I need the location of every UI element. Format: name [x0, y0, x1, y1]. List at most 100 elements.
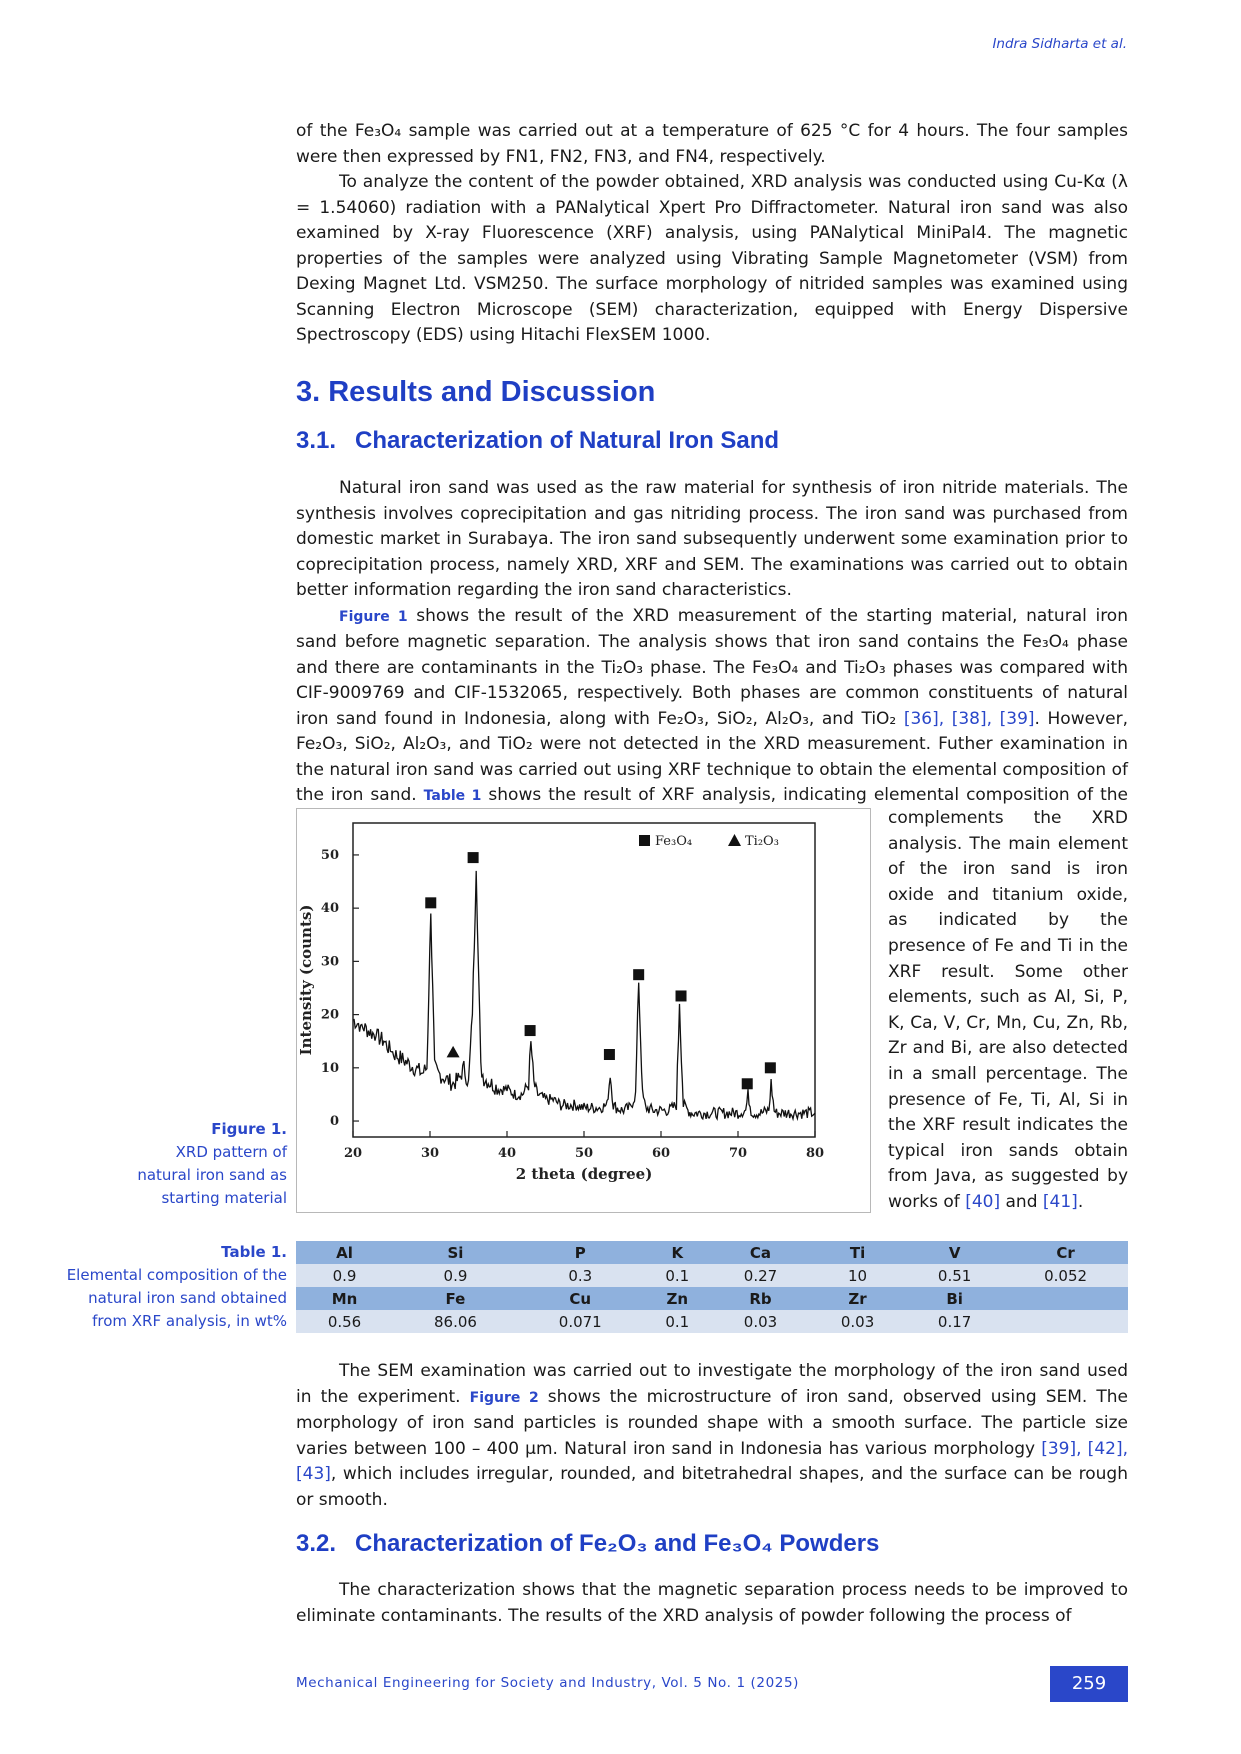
table-header-cell: Ca	[711, 1241, 810, 1264]
figure-1-caption: Figure 1. XRD pattern of natural iron sa…	[137, 1118, 287, 1210]
figure-1-caption-line: XRD pattern of	[175, 1143, 287, 1161]
wrap-text: complements the XRD analysis. The main e…	[888, 808, 1128, 1212]
table-cell: 0.3	[517, 1264, 643, 1287]
y-tick-label: 20	[321, 1008, 339, 1023]
section-3-1-paragraph-3: The SEM examination was carried out to i…	[296, 1359, 1128, 1513]
x-tick-label: 50	[575, 1146, 593, 1161]
table-header-row: Al Si P K Ca Ti V Cr	[296, 1241, 1128, 1264]
y-tick-label: 50	[321, 848, 339, 863]
y-tick-label: 30	[321, 954, 339, 969]
table-header-cell: V	[906, 1241, 1004, 1264]
table-cell: 0.51	[906, 1264, 1004, 1287]
table-header-cell: Fe	[393, 1287, 518, 1310]
table-header-cell: Zr	[809, 1287, 907, 1310]
legend-triangle-marker	[728, 834, 741, 846]
p3-text-a: The SEM examination was carried out to i…	[296, 1361, 1128, 1407]
figure-1-xrd-chart: 20 30 40 50 60 70 80 0 10 20 30 40 50 2 theta (degree…	[296, 808, 871, 1213]
figure-1-caption-line: natural iron sand as	[137, 1166, 287, 1184]
section-3-1-paragraph-2: Figure 1 shows the result of the XRD mea…	[296, 604, 1128, 836]
citation-link[interactable]: [40]	[965, 1191, 1001, 1212]
p3-text-b: shows the microstructure of iron sand, o…	[296, 1386, 1128, 1459]
table-header-cell: Ti	[809, 1241, 907, 1264]
ti2o3-marker	[446, 1045, 460, 1058]
table-cell: 10	[809, 1264, 907, 1287]
fe3o4-marker	[764, 1062, 776, 1074]
y-tick-label: 0	[330, 1114, 339, 1129]
legend-square-marker	[639, 835, 650, 846]
x-tick-label: 30	[421, 1146, 439, 1161]
fe3o4-marker	[603, 1049, 615, 1061]
intro-block: of the Fe₃O₄ sample was carried out at a…	[296, 119, 1128, 349]
fe3o4-marker	[633, 969, 645, 981]
table-1-caption-line: from XRF analysis, in wt%	[92, 1312, 287, 1330]
figure-1-link[interactable]: Figure 1	[339, 608, 408, 625]
table-cell: 0.03	[711, 1310, 810, 1333]
wrap-and: and	[1000, 1191, 1043, 1212]
section-3-1-heading: 3.1. Characterization of Natural Iron San…	[296, 427, 779, 455]
fe3o4-marker	[524, 1025, 536, 1037]
fe3o4-marker	[467, 852, 479, 864]
table-cell	[1003, 1310, 1128, 1333]
footer-journal: Mechanical Engineering for Society and I…	[296, 1675, 800, 1691]
table-header-cell: K	[642, 1241, 712, 1264]
legend-label: Fe₃O₄	[655, 834, 692, 849]
x-tick-label: 80	[806, 1146, 824, 1161]
table-header-cell: Cu	[517, 1287, 643, 1310]
table-cell: 0.56	[296, 1310, 394, 1333]
section-3-1-body-cont: The SEM examination was carried out to i…	[296, 1359, 1128, 1513]
table-1-caption: Table 1. Elemental composition of the na…	[67, 1241, 287, 1333]
xrd-series-line	[352, 870, 816, 1122]
figure-1-caption-line: starting material	[161, 1189, 287, 1207]
section-3-2-heading: 3.2. Characterization of Fe₂O₃ and Fe₃O₄ …	[296, 1530, 879, 1558]
section-3-1-paragraph-1: Natural iron sand was used as the raw ma…	[296, 478, 1128, 600]
page-number: 259	[1050, 1666, 1128, 1702]
table-cell: 0.17	[906, 1310, 1004, 1333]
x-tick-label: 20	[344, 1146, 362, 1161]
wrap-end: .	[1077, 1191, 1084, 1212]
legend-label: Ti₂O₃	[745, 834, 779, 849]
section-3-2-body: The characterization shows that the magn…	[296, 1578, 1128, 1629]
citation-link[interactable]: [36], [38], [39]	[903, 708, 1035, 729]
figure-2-link[interactable]: Figure 2	[469, 1389, 539, 1406]
table-1-link[interactable]: Table 1	[423, 788, 482, 804]
y-tick-label: 10	[321, 1061, 339, 1076]
plot-frame	[352, 822, 816, 1138]
table-cell: 0.27	[711, 1264, 810, 1287]
fe3o4-marker	[425, 897, 437, 909]
section-3-1-body: Natural iron sand was used as the raw ma…	[296, 476, 1128, 835]
section-3-2-paragraph-1: The characterization shows that the magn…	[296, 1580, 1128, 1626]
running-head: Indra Sidharta et al.	[992, 36, 1127, 52]
table-header-cell: Zn	[642, 1287, 712, 1310]
section-3-2-number: 3.2.	[296, 1530, 337, 1557]
x-tick-label: 70	[729, 1146, 747, 1161]
table-row: 0.56 86.06 0.071 0.1 0.03 0.03 0.17	[296, 1310, 1128, 1333]
fe3o4-marker	[741, 1078, 753, 1090]
table-cell: 0.9	[393, 1264, 518, 1287]
x-axis-label: 2 theta (degree)	[516, 1165, 653, 1183]
p3-text-c: , which includes irregular, rounded, and…	[296, 1464, 1128, 1510]
fe3o4-marker	[675, 990, 687, 1002]
table-header-cell: Bi	[906, 1287, 1004, 1310]
table-1-label: Table 1.	[221, 1243, 287, 1261]
table-header-cell: Al	[296, 1241, 394, 1264]
table-header-cell	[1003, 1287, 1128, 1310]
wrap-paragraph: complements the XRD analysis. The main e…	[888, 806, 1128, 1216]
citation-link[interactable]: [41]	[1042, 1191, 1078, 1212]
citation-link[interactable]: [39], [42], [43]	[296, 1438, 1128, 1485]
intro-paragraph-2: To analyze the content of the powder obt…	[296, 172, 1128, 345]
table-header-row: Mn Fe Cu Zn Rb Zr Bi	[296, 1287, 1128, 1310]
table-1-xrf: Al Si P K Ca Ti V Cr 0.9 0.9 0.3 0.1 0.2…	[296, 1241, 1128, 1333]
section-3-1-number: 3.1.	[296, 427, 337, 454]
x-tick-label: 60	[652, 1146, 670, 1161]
table-1-caption-line: Elemental composition of the	[66, 1266, 287, 1284]
p2-text-b: . However, Fe₂O₃, SiO₂, Al₂O₃, and TiO₂ …	[296, 708, 1128, 806]
table-header-cell: Rb	[711, 1287, 810, 1310]
table-header-cell: Cr	[1003, 1241, 1128, 1264]
wrap-text-column: complements the XRD analysis. The main e…	[888, 806, 1128, 1216]
p2-text-a: shows the result of the XRD measurement …	[296, 605, 1128, 729]
table-row: 0.9 0.9 0.3 0.1 0.27 10 0.51 0.052	[296, 1264, 1128, 1287]
table-cell: 86.06	[393, 1310, 518, 1333]
table-cell: 0.1	[642, 1310, 712, 1333]
figure-1-label: Figure 1.	[211, 1120, 287, 1138]
